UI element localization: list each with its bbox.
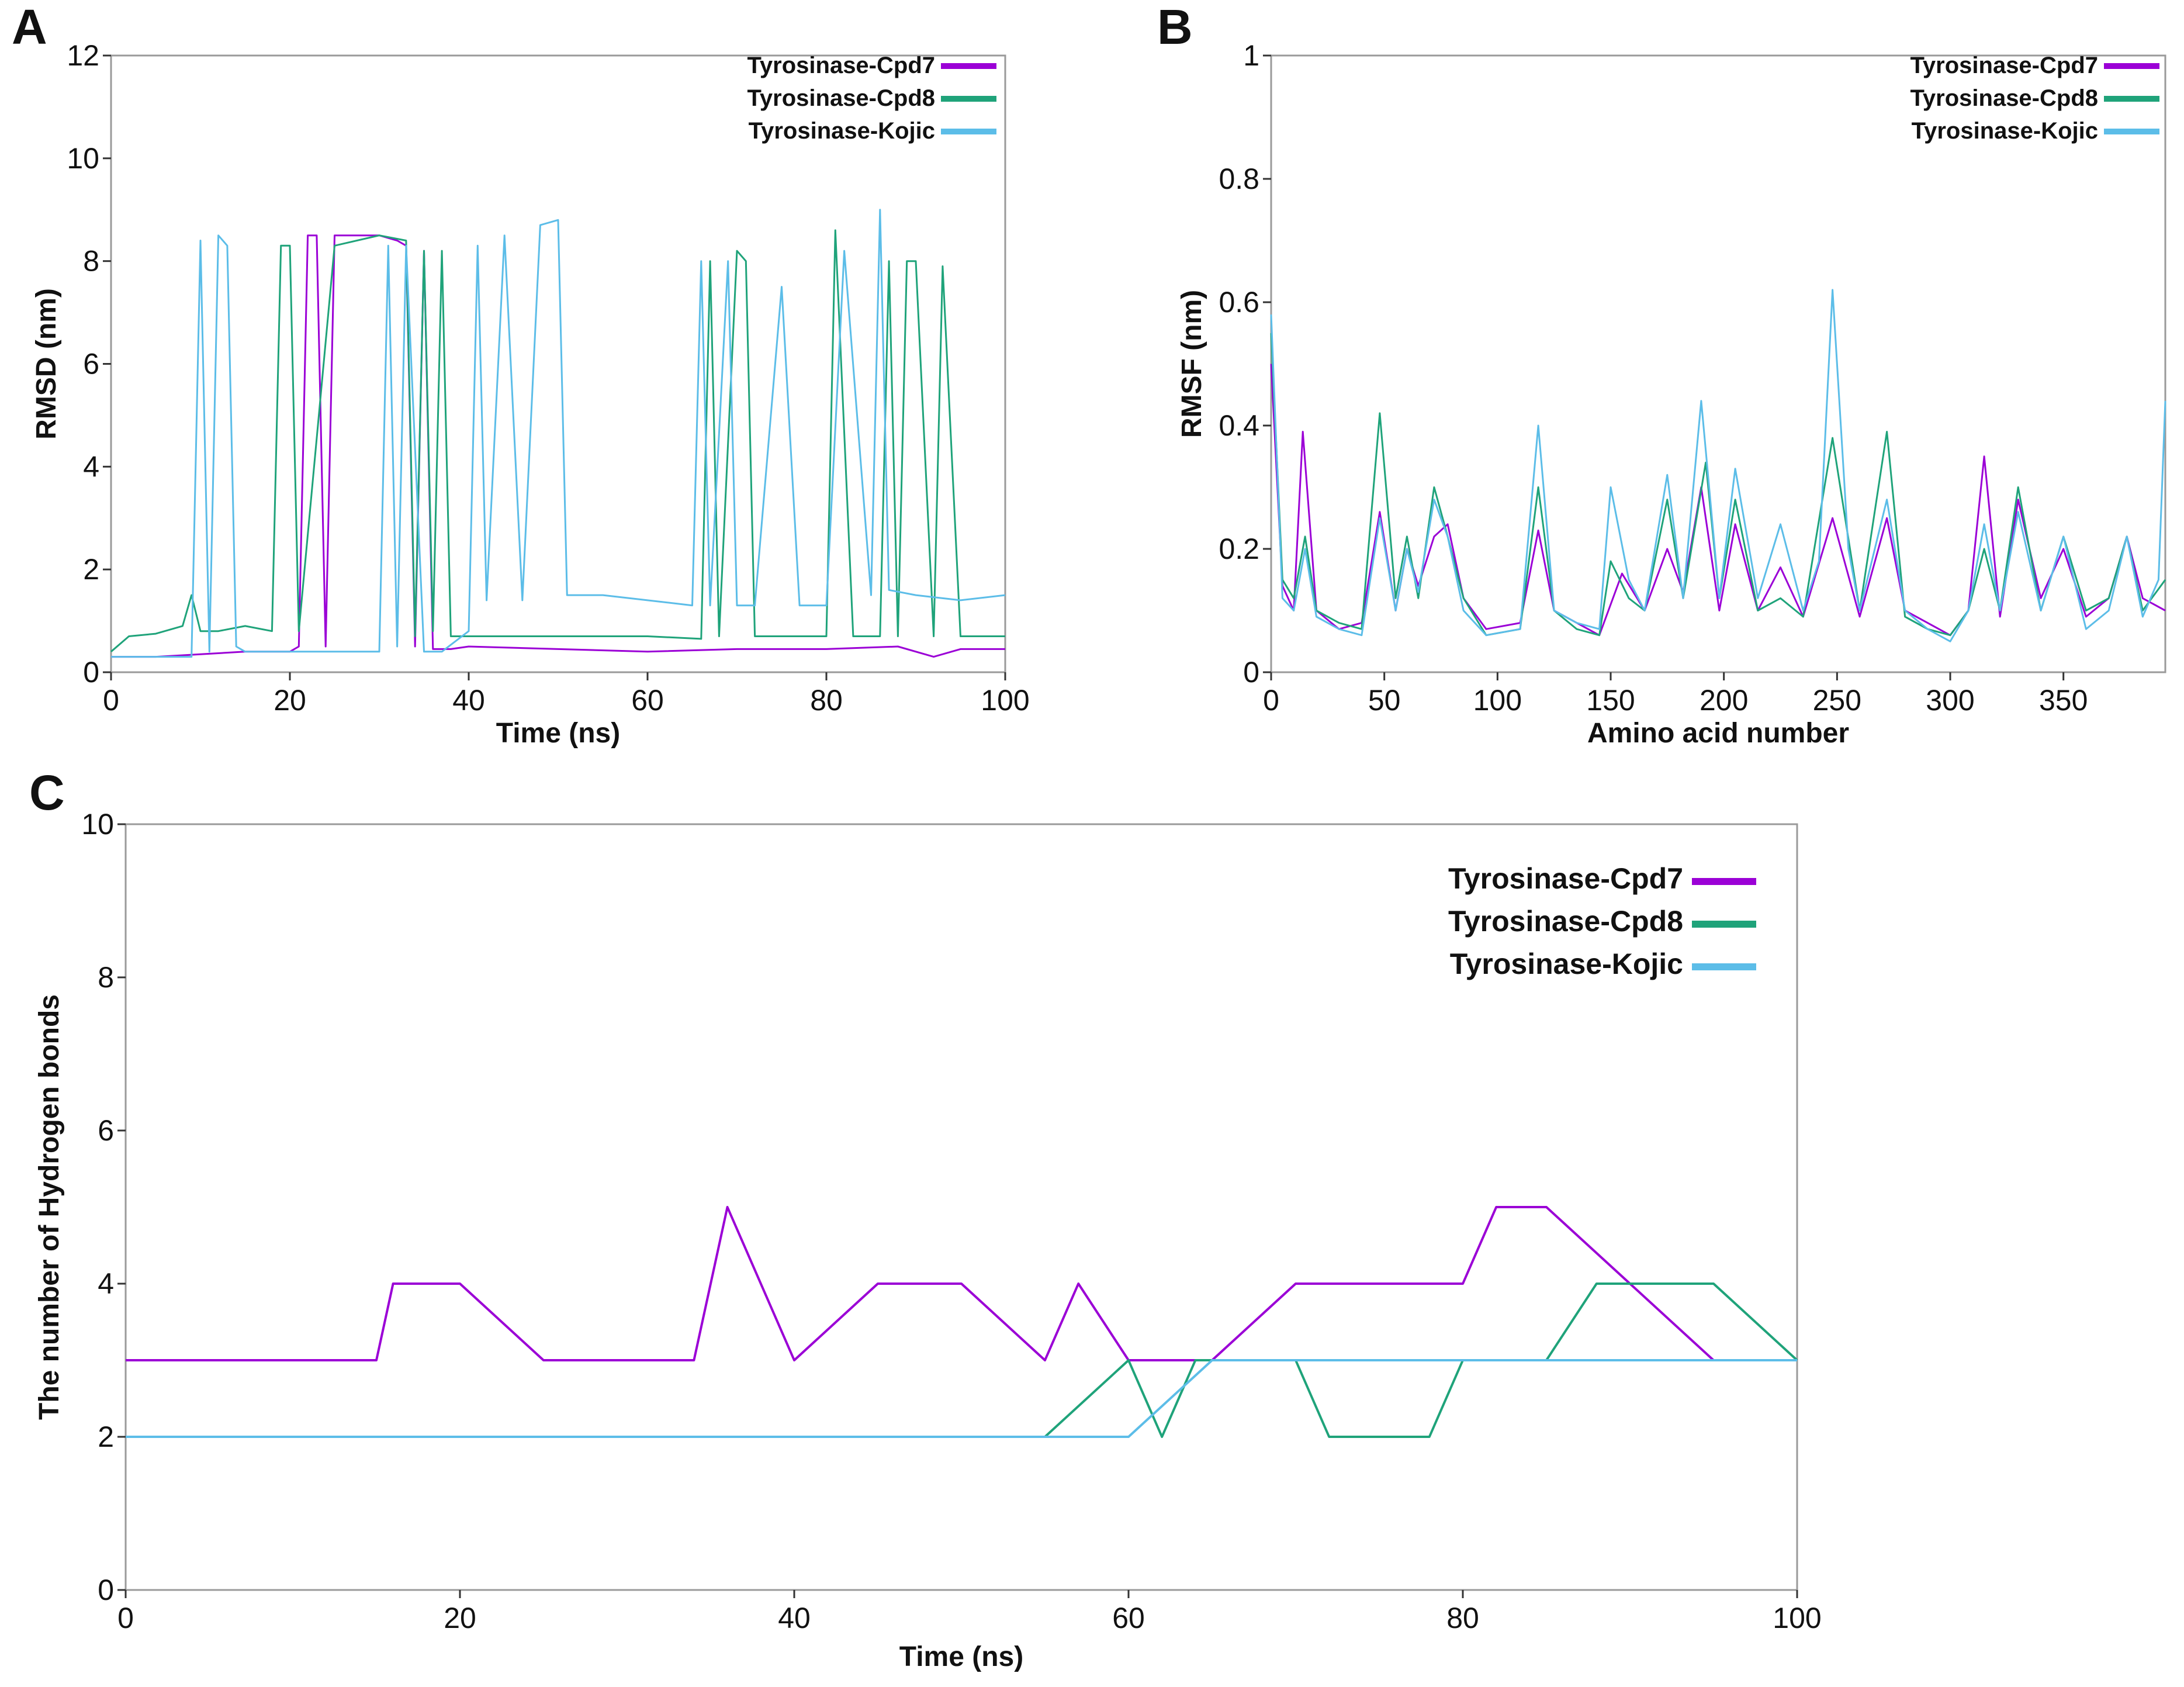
y-tick-label-a: 6 <box>83 348 99 381</box>
y-tick-label-c: 4 <box>98 1267 114 1300</box>
x-tick-label-b: 100 <box>1473 684 1522 717</box>
y-tick-label-b: 1 <box>1243 39 1259 72</box>
legend-label-c-tyrosinase-cpd8: Tyrosinase-Cpd8 <box>1448 905 1683 938</box>
y-tick-label-c: 6 <box>98 1114 114 1147</box>
x-tick-label-b: 50 <box>1368 684 1401 717</box>
x-tick-label-a: 60 <box>631 684 664 717</box>
x-tick-label-c: 0 <box>117 1602 134 1634</box>
chart-panel-c: 0 20 40 60 80 100 0 2 4 6 8 10 Time (ns) The number o… <box>34 808 1822 1672</box>
legend-label-c-tyrosinase-cpd7: Tyrosinase-Cpd7 <box>1448 862 1683 895</box>
panel-letter-b: B <box>1157 0 1193 54</box>
x-tick-label-b: 350 <box>2039 684 2088 717</box>
y-axis-title-a: RMSD (nm) <box>31 288 62 440</box>
panel-letter-a: A <box>12 0 47 54</box>
x-tick-label-a: 100 <box>981 684 1029 717</box>
x-axis-title-a: Time (ns) <box>496 718 620 749</box>
y-tick-label-b: 0.2 <box>1219 533 1259 565</box>
x-tick-label-c: 60 <box>1112 1602 1145 1634</box>
series-line-c-tyrosinase-cpd7 <box>126 1206 1797 1361</box>
y-tick-label-a: 2 <box>83 553 99 586</box>
y-tick-label-b: 0.8 <box>1219 163 1259 195</box>
legend-label-b-tyrosinase-kojic: Tyrosinase-Kojic <box>1912 118 2098 144</box>
y-tick-label-a: 0 <box>83 656 99 689</box>
x-tick-label-b: 0 <box>1263 684 1279 717</box>
legend-label-a-tyrosinase-kojic: Tyrosinase-Kojic <box>749 118 935 144</box>
x-tick-label-a: 0 <box>103 684 119 717</box>
y-tick-label-b: 0.4 <box>1219 409 1259 442</box>
y-axis-title-c: The number of Hydrogen bonds <box>34 994 65 1420</box>
y-tick-label-b: 0.6 <box>1219 286 1259 319</box>
y-tick-label-a: 8 <box>83 245 99 278</box>
y-axis-title-b: RMSF (nm) <box>1176 290 1207 438</box>
x-tick-label-c: 40 <box>778 1602 811 1634</box>
y-tick-label-a: 4 <box>83 450 99 483</box>
x-axis-title-b: Amino acid number <box>1587 718 1849 749</box>
x-tick-label-a: 20 <box>274 684 306 717</box>
y-tick-label-b: 0 <box>1243 656 1259 689</box>
x-tick-label-b: 200 <box>1700 684 1748 717</box>
y-tick-label-c: 0 <box>98 1574 114 1606</box>
legend-label-b-tyrosinase-cpd7: Tyrosinase-Cpd7 <box>1910 53 2098 78</box>
x-tick-label-c: 80 <box>1446 1602 1479 1634</box>
x-tick-label-a: 80 <box>810 684 843 717</box>
legend-label-c-tyrosinase-kojic: Tyrosinase-Kojic <box>1450 948 1683 980</box>
y-tick-label-c: 8 <box>98 961 114 994</box>
series-line-a-tyrosinase-cpd8 <box>110 229 1005 652</box>
series-line-c-tyrosinase-kojic <box>126 1359 1797 1438</box>
x-axis-title-c: Time (ns) <box>899 1641 1023 1672</box>
legend-label-a-tyrosinase-cpd7: Tyrosinase-Cpd7 <box>747 53 935 78</box>
panel-letter-c: C <box>29 765 65 820</box>
y-tick-label-c: 2 <box>98 1420 114 1453</box>
x-tick-label-a: 40 <box>452 684 485 717</box>
chart-panel-b: 0 50 100 150 200 250 300 350 0 0.2 0.4 0.6 0.8 1 Amino… <box>1176 39 2166 749</box>
y-tick-label-a: 12 <box>67 39 99 72</box>
x-tick-label-b: 300 <box>1926 684 1974 717</box>
series-line-b-tyrosinase-kojic <box>1270 289 2166 642</box>
chart-panel-a: 0 20 40 60 80 100 0 2 4 6 8 10 12 Time (ns) RMSD (nm) T… <box>31 39 1030 749</box>
legend-label-b-tyrosinase-cpd8: Tyrosinase-Cpd8 <box>1910 85 2098 111</box>
series-line-a-tyrosinase-kojic <box>111 209 1006 658</box>
x-tick-label-c: 20 <box>444 1602 476 1634</box>
x-tick-label-b: 250 <box>1813 684 1861 717</box>
legend-label-a-tyrosinase-cpd8: Tyrosinase-Cpd8 <box>747 85 935 111</box>
y-tick-label-c: 10 <box>81 808 114 841</box>
plot-frame-c <box>124 823 1798 1591</box>
x-tick-label-b: 150 <box>1586 684 1635 717</box>
y-tick-label-a: 10 <box>67 142 99 175</box>
x-tick-label-c: 100 <box>1773 1602 1821 1634</box>
